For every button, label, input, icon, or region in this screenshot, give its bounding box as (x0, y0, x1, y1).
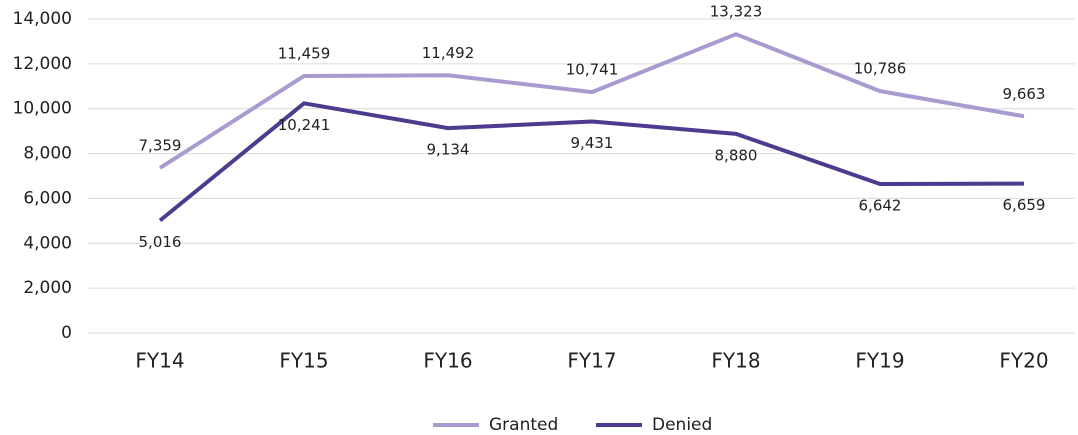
data-label: 6,659 (1003, 196, 1046, 214)
data-label: 13,323 (710, 3, 763, 21)
data-label: 7,359 (139, 136, 182, 154)
y-tick-label: 14,000 (13, 9, 72, 29)
data-label: 9,663 (1003, 85, 1046, 103)
data-label: 11,459 (278, 44, 331, 62)
y-tick-label: 6,000 (23, 188, 72, 208)
y-tick-label: 8,000 (23, 144, 72, 164)
data-label: 10,241 (278, 116, 331, 134)
x-tick-label: FY20 (999, 349, 1048, 373)
data-label: 10,786 (854, 60, 907, 78)
data-label: 9,134 (427, 141, 470, 159)
data-label: 5,016 (139, 233, 182, 251)
y-tick-label: 2,000 (23, 278, 72, 298)
y-tick-label: 10,000 (13, 99, 72, 119)
x-tick-label: FY19 (855, 349, 904, 373)
legend-label: Granted (489, 415, 558, 435)
x-tick-label: FY14 (135, 349, 184, 373)
y-tick-label: 0 (61, 323, 72, 343)
x-tick-label: FY18 (711, 349, 760, 373)
data-label: 11,492 (422, 44, 475, 62)
data-label: 9,431 (571, 134, 614, 152)
data-label: 8,880 (715, 146, 758, 164)
data-label: 10,741 (566, 61, 619, 79)
y-tick-label: 4,000 (23, 233, 72, 253)
series-line (158, 101, 1025, 223)
x-tick-label: FY15 (279, 349, 328, 373)
legend-label: Denied (652, 415, 712, 435)
series-line (158, 32, 1025, 170)
data-label: 6,642 (859, 197, 902, 215)
x-tick-label: FY17 (567, 349, 616, 373)
y-tick-label: 12,000 (13, 54, 72, 74)
x-tick-label: FY16 (423, 349, 472, 373)
